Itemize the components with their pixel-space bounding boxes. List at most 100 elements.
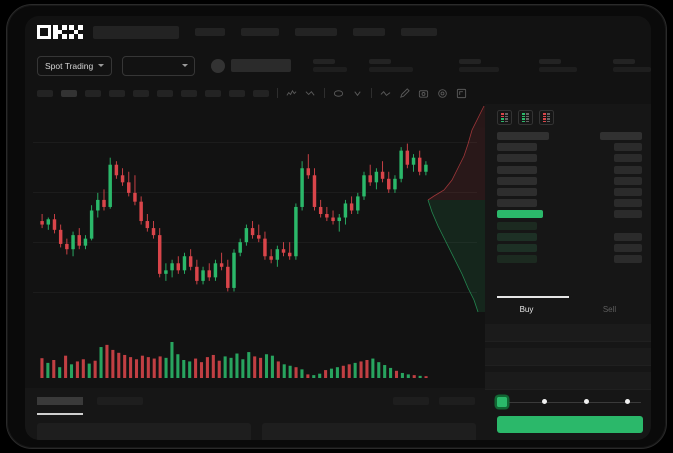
chart-toolbar: [25, 83, 651, 103]
nav-item-trade[interactable]: [241, 28, 279, 36]
stat-low-24h: [459, 59, 499, 72]
fullscreen-icon[interactable]: [456, 88, 467, 99]
orderbook-header-row: [485, 132, 651, 140]
candlestick-series: [40, 143, 428, 292]
toolbar-divider: [371, 88, 372, 98]
orderbook-spread-row[interactable]: [485, 210, 651, 219]
toolbar-divider: [324, 88, 325, 98]
buy-sell-tabs: Buy Sell: [485, 296, 651, 322]
orderbook-ask-row[interactable]: [485, 165, 651, 174]
timeframe-1d[interactable]: [181, 89, 197, 97]
orders-card-left: [37, 423, 251, 440]
price-field[interactable]: [485, 324, 651, 342]
orderbook-bid-row[interactable]: [485, 255, 651, 264]
orderbook-mode-asks-icon[interactable]: [539, 110, 554, 125]
orders-content: [37, 423, 476, 440]
top-navigation-bar: [25, 16, 651, 48]
stat-change-24h: [313, 59, 347, 72]
depth-chart-overlay: [427, 105, 485, 313]
tab-open-orders[interactable]: [37, 397, 83, 405]
tab-buy[interactable]: Buy: [485, 296, 568, 322]
orders-card-right: [262, 423, 476, 440]
timeframe-5m[interactable]: [61, 89, 77, 97]
timeframe-1h[interactable]: [133, 89, 149, 97]
compare-icon[interactable]: [305, 88, 316, 99]
logo-letter-o: [37, 25, 51, 39]
indicator-icon[interactable]: [286, 88, 297, 99]
amount-percent-slider[interactable]: [497, 396, 643, 408]
orderbook-ask-row[interactable]: [485, 187, 651, 196]
timeframe-more[interactable]: [253, 89, 269, 97]
toolbar-divider: [277, 88, 278, 98]
slider-track: [501, 401, 641, 403]
orders-tabs: [25, 388, 485, 415]
order-book-panel: Buy Sell: [485, 104, 651, 440]
slider-stop-75[interactable]: [625, 399, 630, 404]
chevron-down-icon: [98, 64, 105, 67]
logo-letter-x: [69, 25, 83, 39]
camera-icon[interactable]: [418, 88, 429, 99]
timeframe-1m[interactable]: [37, 89, 53, 97]
orderbook-mode-group: [485, 104, 651, 125]
search-input[interactable]: [93, 25, 179, 39]
tab-order-history[interactable]: [97, 397, 143, 405]
nav-item-markets[interactable]: [195, 28, 225, 36]
tab-buy-label: Buy: [519, 304, 534, 314]
chart-type-icon[interactable]: [352, 88, 363, 99]
slider-stop-50[interactable]: [584, 399, 589, 404]
submit-buy-button[interactable]: [497, 416, 643, 433]
okx-logo[interactable]: [37, 25, 83, 39]
trading-mode-select[interactable]: Spot Trading: [37, 55, 113, 76]
trading-app-screen: Spot Trading: [25, 16, 651, 440]
orderbook-ask-row[interactable]: [485, 176, 651, 185]
timeframe-1w[interactable]: [205, 89, 221, 97]
orderbook-bid-row[interactable]: [485, 232, 651, 241]
timeframe-30m[interactable]: [109, 89, 125, 97]
instrument-header: Spot Trading: [25, 48, 651, 83]
price-chart[interactable]: [25, 104, 485, 314]
nav-item-earn[interactable]: [295, 28, 337, 36]
stat-turnover-24h: [613, 59, 651, 72]
pencil-icon[interactable]: [399, 87, 410, 99]
orderbook-ask-row[interactable]: [485, 199, 651, 208]
orderbook-ask-row[interactable]: [485, 154, 651, 163]
orderbook-bid-row[interactable]: [485, 243, 651, 252]
orders-actions: [393, 397, 475, 405]
hide-other-pairs-toggle[interactable]: [393, 397, 429, 405]
active-tab-underline: [497, 296, 569, 298]
volume-histogram: [40, 342, 428, 378]
amount-field[interactable]: [485, 348, 651, 366]
trading-pair-select[interactable]: [122, 55, 195, 76]
timeframe-1mo[interactable]: [229, 89, 245, 97]
orders-panel: [25, 388, 485, 440]
nav-item-more[interactable]: [353, 28, 385, 36]
slider-handle[interactable]: [497, 397, 507, 407]
alert-icon[interactable]: [333, 88, 344, 99]
device-frame: Spot Trading: [6, 4, 667, 449]
slider-stop-25[interactable]: [542, 399, 547, 404]
active-tab-underline: [37, 413, 83, 415]
last-price-group: [211, 58, 291, 73]
last-price-value: [231, 59, 291, 72]
line-chart-icon[interactable]: [380, 88, 391, 99]
orderbook-mode-bids-icon[interactable]: [518, 110, 533, 125]
logo-letter-k: [53, 25, 67, 39]
tab-sell[interactable]: Sell: [568, 296, 651, 322]
order-form-fields: [485, 324, 651, 396]
tab-sell-label: Sell: [602, 304, 617, 314]
stat-volume-24h: [539, 59, 577, 72]
trading-mode-label: Spot Trading: [45, 60, 94, 71]
pair-coin-icon: [211, 58, 225, 73]
orderbook-rows: [485, 132, 651, 266]
settings-gear-icon[interactable]: [437, 88, 448, 99]
cancel-all-button[interactable]: [439, 397, 475, 405]
chevron-down-icon: [182, 64, 188, 67]
timeframe-4h[interactable]: [157, 89, 173, 97]
total-field[interactable]: [485, 372, 651, 390]
timeframe-15m[interactable]: [85, 89, 101, 97]
orderbook-bid-row[interactable]: [485, 221, 651, 230]
nav-item-account[interactable]: [401, 28, 437, 36]
orderbook-ask-row[interactable]: [485, 143, 651, 152]
stat-high-24h: [369, 59, 413, 72]
orderbook-mode-both-icon[interactable]: [497, 110, 512, 125]
